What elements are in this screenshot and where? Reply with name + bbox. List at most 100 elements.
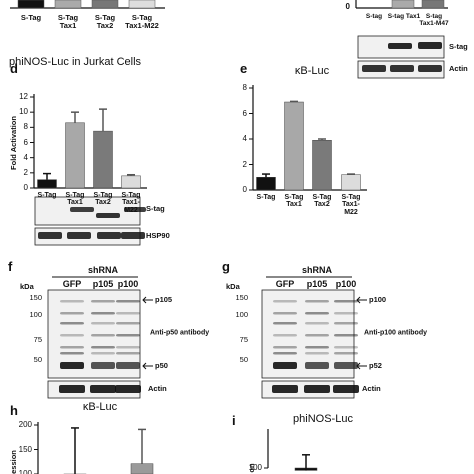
y-tick-label: 8 <box>242 82 247 92</box>
x-tick-label: S-tag <box>365 13 383 20</box>
panel-label: f <box>8 259 13 274</box>
band-label: p52 <box>369 361 382 371</box>
y-tick-label: 200 <box>18 419 32 429</box>
bar <box>284 101 304 191</box>
band <box>418 65 442 72</box>
chart-title: phiNOS-Luc in Jurkat Cells <box>8 56 142 68</box>
x-tick-label: S-Tag Tax1-M22 <box>125 13 159 30</box>
band <box>91 352 115 355</box>
band <box>305 322 329 325</box>
bar <box>93 130 113 189</box>
x-tick-label: S-Tag Tax1 <box>284 194 304 209</box>
bar <box>341 174 361 191</box>
band <box>334 312 358 315</box>
y-tick-label: 2 <box>242 159 247 169</box>
y-tick-label: 10 <box>19 106 28 116</box>
bar-stub <box>17 0 45 9</box>
error-bar <box>347 173 355 175</box>
band <box>305 352 329 355</box>
error-bar <box>71 111 79 123</box>
band <box>70 207 94 212</box>
band <box>273 352 297 355</box>
band <box>388 43 412 49</box>
x-tick-label: S-Tag Tax1 <box>65 192 85 207</box>
band <box>116 312 140 315</box>
x-tick-label: S-Tag <box>20 13 42 22</box>
band-label: p100 <box>369 295 387 305</box>
band <box>362 65 386 72</box>
band <box>116 322 140 325</box>
lane-label: p105 <box>92 279 114 289</box>
band <box>60 352 84 355</box>
blot-label: Actin <box>449 64 468 74</box>
y-tick-label: 150 <box>18 444 32 454</box>
panel-label: d <box>10 61 18 76</box>
marker-label: 150 <box>235 293 248 303</box>
bar-stub <box>91 0 119 9</box>
blot-label: Actin <box>362 384 381 394</box>
band <box>116 352 140 355</box>
lane-label: p105 <box>306 279 328 289</box>
band <box>334 352 358 355</box>
y-tick-label: 0 <box>23 182 28 192</box>
error-bar <box>43 172 51 180</box>
bar <box>65 122 85 189</box>
band <box>38 232 62 239</box>
error-bar <box>138 428 146 464</box>
lane-label: GFP <box>275 279 295 289</box>
x-tick-label: S-Tag Tax1-M22 <box>341 194 361 216</box>
y-tick-label: 2 <box>23 167 28 177</box>
arrow <box>142 362 153 370</box>
marker-label: 75 <box>33 335 42 345</box>
band <box>116 300 140 303</box>
band-label: p50 <box>155 361 168 371</box>
band <box>97 232 121 239</box>
blot-label: S-tag <box>449 42 468 52</box>
marker-label: 150 <box>29 293 42 303</box>
y-tick-label: 0 <box>242 184 247 194</box>
band <box>91 312 115 315</box>
marker-label: 100 <box>29 310 42 320</box>
y-tick-label: 6 <box>23 137 28 147</box>
x-tick-label: S-Tag Tax2 <box>312 194 332 209</box>
band <box>116 334 140 337</box>
band <box>60 362 84 369</box>
band <box>305 346 329 349</box>
y-tick-label: 100 <box>18 468 32 474</box>
blot-label: HSP90 <box>146 231 170 241</box>
panel-label: e <box>240 61 248 76</box>
y-tick-label: 4 <box>23 152 28 162</box>
bar <box>256 177 276 191</box>
band <box>305 334 329 337</box>
chart-title: κB-Luc <box>294 65 330 77</box>
band <box>334 334 358 337</box>
x-tick-label: S-Tag Tax2 <box>94 13 116 30</box>
band <box>273 346 297 349</box>
x-tick-label: S-tag Tax1-M47 <box>419 13 449 27</box>
chart-title: κB-Luc <box>82 401 118 413</box>
error-bar <box>318 138 326 141</box>
x-tick-label: S-tag Tax1 <box>387 13 421 20</box>
band <box>304 385 330 393</box>
band <box>273 312 297 315</box>
band <box>116 362 140 369</box>
blot-header: shRNA <box>87 265 118 275</box>
error-bar <box>127 173 135 176</box>
band <box>124 207 146 212</box>
band <box>334 322 358 325</box>
band <box>115 385 141 393</box>
error-bar <box>262 173 270 178</box>
band <box>305 312 329 315</box>
band <box>60 322 84 325</box>
antibody-label: Anti-p100 antibody <box>364 329 428 337</box>
band <box>273 300 297 303</box>
y-tick-label: 4 <box>242 133 247 143</box>
marker-label: 75 <box>239 335 248 345</box>
bar <box>121 175 141 189</box>
error-bar <box>99 108 107 132</box>
bar <box>312 140 332 191</box>
band <box>116 346 140 349</box>
band <box>418 42 442 49</box>
